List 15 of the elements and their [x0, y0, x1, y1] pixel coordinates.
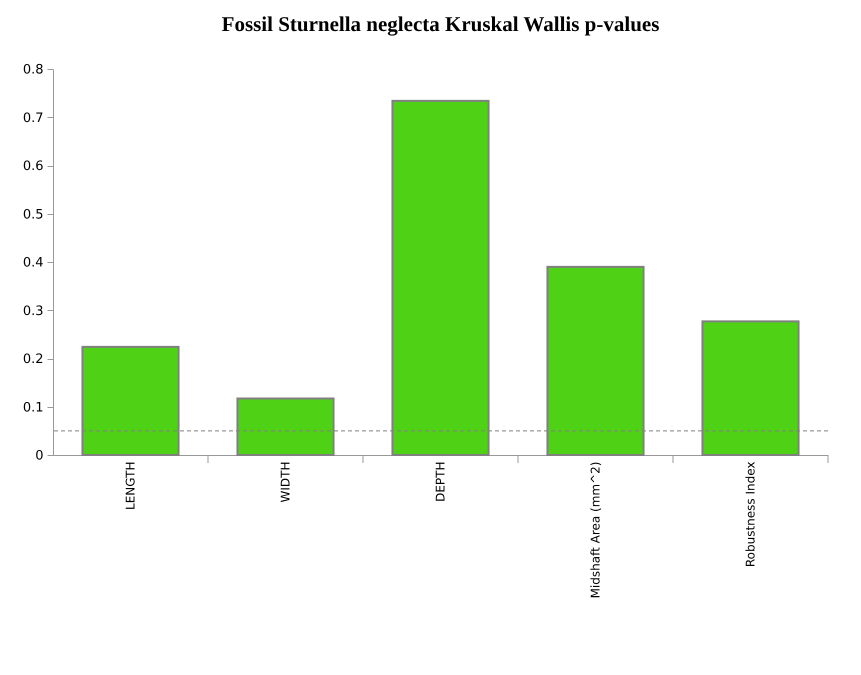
x-tick-label: DEPTH: [434, 462, 448, 502]
y-tick-label: 0.4: [22, 256, 44, 270]
y-tick-label: 0.1: [22, 400, 44, 416]
x-tick-label: Robustness Index: [744, 462, 758, 568]
y-tick-label: 0.6: [22, 159, 44, 174]
y-tick-label: 0.5: [22, 207, 44, 222]
x-tick-label: LENGTH: [124, 462, 138, 510]
y-tick-label: 0: [35, 448, 44, 464]
x-tick-label: Midshaft Area (mm^2): [588, 462, 602, 598]
chart-title: Fossil Sturnella neglecta Kruskal Wallis p-values: [222, 12, 660, 36]
x-tick-label: WIDTH: [278, 462, 292, 502]
y-tick-label: 0.8: [22, 62, 44, 78]
y-tick-label: 0.3: [22, 304, 44, 319]
y-tick-label: 0.7: [22, 110, 44, 126]
y-tick-label: 0.2: [22, 352, 44, 367]
